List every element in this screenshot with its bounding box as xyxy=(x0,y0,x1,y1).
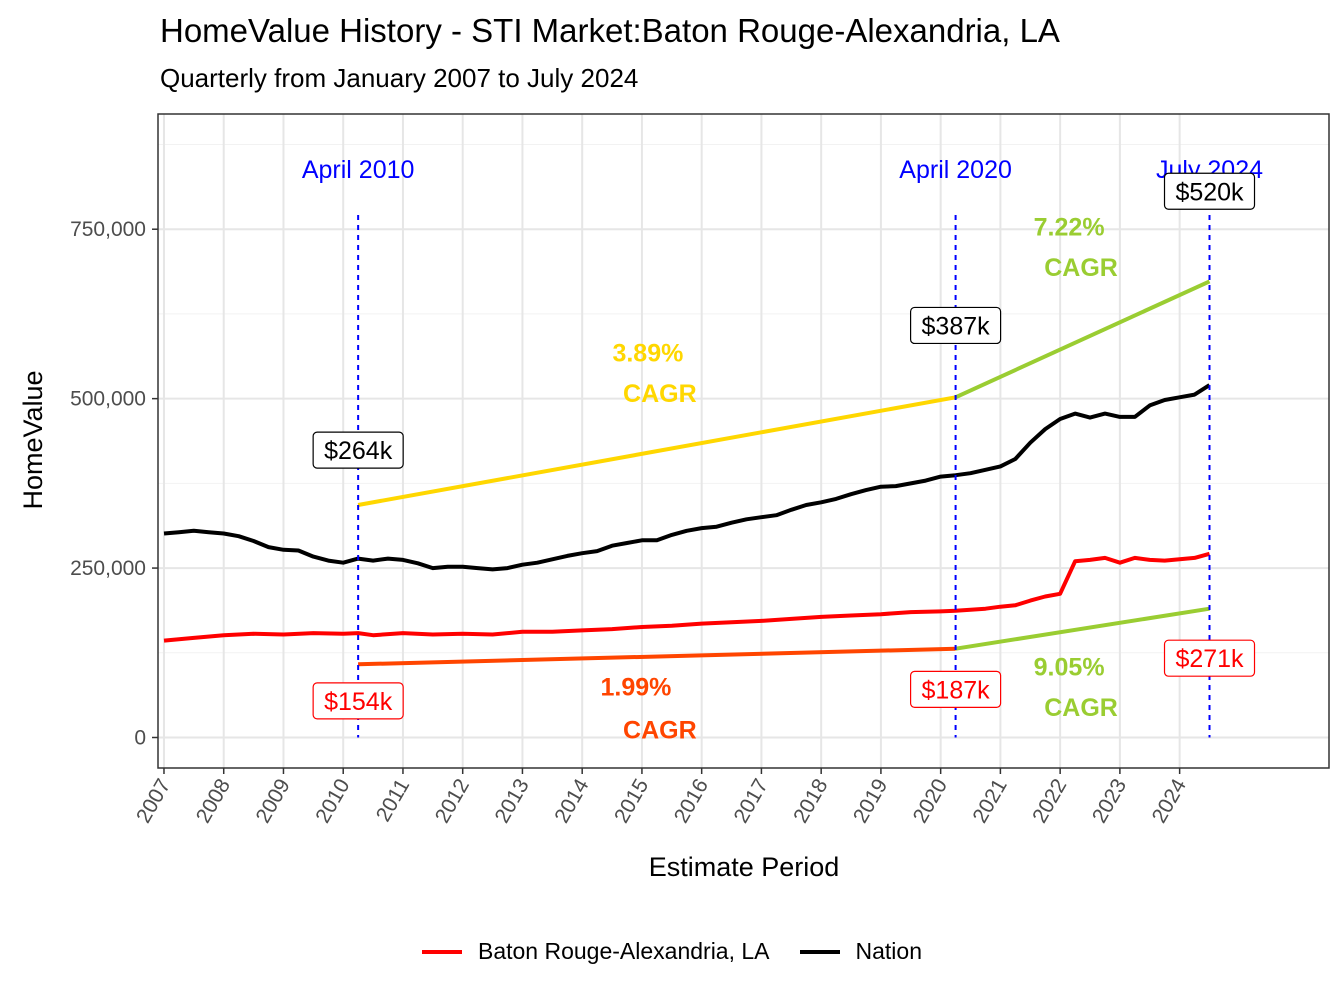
x-tick-label: 2022 xyxy=(1028,775,1071,827)
value-label: $187k xyxy=(922,676,991,704)
legend-swatch-baton-rouge xyxy=(421,949,462,954)
legend-label-nation: Nation xyxy=(855,938,922,964)
legend-item-nation: Nation xyxy=(799,938,922,965)
x-tick-label: 2015 xyxy=(610,775,653,827)
x-tick-label: 2008 xyxy=(192,775,235,827)
x-tick-label: 2023 xyxy=(1088,775,1131,827)
value-label: $271k xyxy=(1175,645,1244,673)
series-line-baton-rouge-alexandria-la xyxy=(163,551,1211,643)
legend-label-baton-rouge: Baton Rouge-Alexandria, LA xyxy=(477,938,770,964)
value-label: $264k xyxy=(324,437,393,465)
reference-line-label: April 2010 xyxy=(302,156,415,184)
chart-subtitle: Quarterly from January 2007 to July 2024 xyxy=(160,63,639,93)
legend: Baton Rouge-Alexandria, LA Nation xyxy=(0,938,1344,965)
x-tick-label: 2018 xyxy=(789,775,832,827)
value-label: $387k xyxy=(922,312,991,340)
chart-title: HomeValue History - STI Market:Baton Rou… xyxy=(160,12,1060,49)
line-layer xyxy=(163,279,1211,667)
cagr-annotation: CAGR xyxy=(1044,254,1118,282)
y-axis-label: HomeValue xyxy=(18,370,48,509)
legend-swatch-nation xyxy=(799,949,840,954)
x-tick-label: 2009 xyxy=(252,775,295,827)
y-tick-label: 250,000 xyxy=(70,557,146,580)
axis-layer: 0 250,000 500,000 750,000 2007 2008 2009 2010 20… xyxy=(70,113,1330,827)
x-tick-label: 2010 xyxy=(311,775,354,827)
x-tick-label: 2019 xyxy=(849,775,892,827)
cagr-annotation: 1.99% xyxy=(601,674,672,702)
cagr-trend-line-4 xyxy=(358,646,956,667)
x-tick-label: 2017 xyxy=(729,775,772,827)
value-label-box xyxy=(909,306,1002,345)
x-tick-label: 2014 xyxy=(550,775,593,827)
cagr-trend-line-5 xyxy=(955,606,1210,651)
cagr-trend-line-3 xyxy=(954,279,1211,400)
value-label: $154k xyxy=(324,688,393,716)
series-line-nation xyxy=(163,383,1211,572)
cagr-annotation: 3.89% xyxy=(612,340,683,368)
value-label-box xyxy=(312,431,404,469)
annotation-layer: 3.89% CAGR 7.22% CAGR 1.99% CAGR 9.05% CAGR $264… xyxy=(312,172,1256,744)
reference-line-label: April 2020 xyxy=(899,156,1012,184)
x-axis-label: Estimate Period xyxy=(649,852,840,882)
cagr-trend-line-2 xyxy=(357,395,956,507)
cagr-annotation: CAGR xyxy=(1044,694,1118,722)
x-tick-label: 2013 xyxy=(490,775,533,827)
cagr-annotation: 7.22% xyxy=(1034,214,1105,242)
y-tick-label: 0 xyxy=(134,727,146,750)
legend-item-baton-rouge: Baton Rouge-Alexandria, LA xyxy=(421,938,770,965)
value-label: $520k xyxy=(1175,178,1244,206)
cagr-annotation: CAGR xyxy=(623,716,697,744)
line-chart: April 2010 April 2020 July 2024 3.89%CAGR7… xyxy=(18,113,1330,882)
x-tick-label: 2020 xyxy=(909,775,952,827)
cagr-annotation: CAGR xyxy=(623,380,697,408)
x-tick-label: 2007 xyxy=(132,775,175,827)
x-tick-label: 2011 xyxy=(372,775,415,826)
x-tick-label: 2021 xyxy=(968,775,1011,827)
plot-panel-border xyxy=(157,113,1330,769)
x-tick-label: 2012 xyxy=(431,775,474,827)
cagr-annotation: 9.05% xyxy=(1034,653,1105,681)
x-tick-label: 2024 xyxy=(1148,775,1191,827)
value-label-box xyxy=(909,670,1002,708)
y-tick-label: 750,000 xyxy=(70,218,146,241)
value-label-box xyxy=(1163,639,1256,677)
y-tick-label: 500,000 xyxy=(70,388,146,411)
x-tick-label: 2016 xyxy=(670,775,713,827)
value-label-box xyxy=(1163,172,1256,210)
value-label-box xyxy=(312,682,404,720)
